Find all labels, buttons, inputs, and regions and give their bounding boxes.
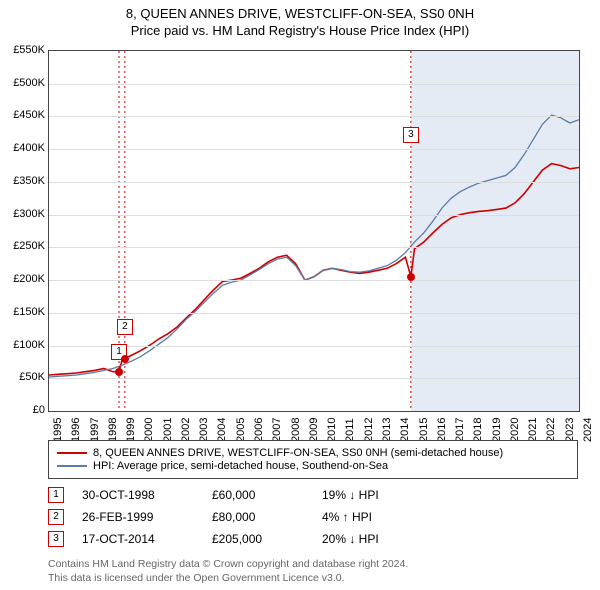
y-tick-label: £550K bbox=[5, 44, 45, 56]
chart-title: 8, QUEEN ANNES DRIVE, WESTCLIFF-ON-SEA, … bbox=[0, 0, 600, 21]
event-row-delta: 20% ↓ HPI bbox=[322, 532, 442, 546]
x-tick-label: 2022 bbox=[545, 418, 557, 442]
event-dot bbox=[115, 368, 123, 376]
gridline-h bbox=[49, 280, 579, 281]
x-tick-label: 2002 bbox=[180, 418, 192, 442]
event-row-date: 30-OCT-1998 bbox=[82, 488, 212, 502]
event-row: 3 17-OCT-2014£205,00020% ↓ HPI bbox=[48, 528, 442, 550]
series-hpi bbox=[49, 115, 579, 377]
legend-row: HPI: Average price, semi-detached house,… bbox=[57, 460, 569, 472]
x-tick-label: 1998 bbox=[107, 418, 119, 442]
x-tick-label: 2008 bbox=[290, 418, 302, 442]
x-tick-label: 2020 bbox=[509, 418, 521, 442]
gridline-h bbox=[49, 378, 579, 379]
gridline-h bbox=[49, 182, 579, 183]
legend-swatch bbox=[57, 465, 87, 467]
x-tick-label: 1995 bbox=[52, 418, 64, 442]
y-tick-label: £100K bbox=[5, 339, 45, 351]
footer-line1: Contains HM Land Registry data © Crown c… bbox=[48, 558, 408, 570]
x-tick-label: 2024 bbox=[582, 418, 594, 442]
y-tick-label: £200K bbox=[5, 273, 45, 285]
gridline-h bbox=[49, 215, 579, 216]
x-tick-label: 2001 bbox=[162, 418, 174, 442]
x-tick-label: 2000 bbox=[143, 418, 155, 442]
x-tick-label: 2009 bbox=[308, 418, 320, 442]
events-table: 1 30-OCT-1998£60,00019% ↓ HPI 2 26-FEB-1999… bbox=[48, 484, 442, 550]
y-tick-label: £400K bbox=[5, 142, 45, 154]
event-row: 2 26-FEB-1999£80,0004% ↑ HPI bbox=[48, 506, 442, 528]
x-tick-label: 2018 bbox=[472, 418, 484, 442]
event-dot bbox=[121, 355, 129, 363]
x-tick-label: 2017 bbox=[454, 418, 466, 442]
gridline-h bbox=[49, 149, 579, 150]
gridline-h bbox=[49, 313, 579, 314]
event-marker-box: 2 bbox=[117, 319, 133, 335]
y-tick-label: £350K bbox=[5, 175, 45, 187]
y-tick-label: £150K bbox=[5, 306, 45, 318]
gridline-h bbox=[49, 247, 579, 248]
y-tick-label: £250K bbox=[5, 240, 45, 252]
event-row-price: £80,000 bbox=[212, 510, 322, 524]
y-tick-label: £50K bbox=[5, 371, 45, 383]
event-row: 1 30-OCT-1998£60,00019% ↓ HPI bbox=[48, 484, 442, 506]
event-row-marker: 1 bbox=[48, 487, 64, 503]
gridline-h bbox=[49, 84, 579, 85]
x-tick-label: 2007 bbox=[271, 418, 283, 442]
event-row-price: £205,000 bbox=[212, 532, 322, 546]
event-row-date: 26-FEB-1999 bbox=[82, 510, 212, 524]
event-row-price: £60,000 bbox=[212, 488, 322, 502]
legend-label: HPI: Average price, semi-detached house,… bbox=[93, 460, 388, 472]
x-tick-label: 2005 bbox=[235, 418, 247, 442]
x-tick-label: 2006 bbox=[253, 418, 265, 442]
gridline-h bbox=[49, 116, 579, 117]
y-tick-label: £0 bbox=[5, 404, 45, 416]
x-tick-label: 2019 bbox=[491, 418, 503, 442]
chart-plot-area: 123 bbox=[48, 50, 580, 412]
x-tick-label: 2023 bbox=[564, 418, 576, 442]
x-tick-label: 2004 bbox=[216, 418, 228, 442]
x-tick-label: 2013 bbox=[381, 418, 393, 442]
x-tick-label: 1997 bbox=[89, 418, 101, 442]
footer-line2: This data is licensed under the Open Gov… bbox=[48, 572, 345, 584]
event-row-date: 17-OCT-2014 bbox=[82, 532, 212, 546]
event-dot bbox=[407, 273, 415, 281]
x-tick-label: 1996 bbox=[70, 418, 82, 442]
x-tick-label: 1999 bbox=[125, 418, 137, 442]
x-tick-label: 2011 bbox=[344, 418, 356, 442]
legend-box: 8, QUEEN ANNES DRIVE, WESTCLIFF-ON-SEA, … bbox=[48, 440, 578, 479]
x-tick-label: 2021 bbox=[527, 418, 539, 442]
event-row-delta: 19% ↓ HPI bbox=[322, 488, 442, 502]
y-tick-label: £300K bbox=[5, 208, 45, 220]
event-marker-box: 3 bbox=[403, 127, 419, 143]
footer-attribution: Contains HM Land Registry data © Crown c… bbox=[48, 557, 408, 585]
x-tick-label: 2010 bbox=[326, 418, 338, 442]
y-tick-label: £450K bbox=[5, 109, 45, 121]
event-row-marker: 2 bbox=[48, 509, 64, 525]
y-tick-label: £500K bbox=[5, 77, 45, 89]
chart-subtitle: Price paid vs. HM Land Registry's House … bbox=[0, 21, 600, 38]
event-row-delta: 4% ↑ HPI bbox=[322, 510, 442, 524]
series-property bbox=[49, 164, 579, 375]
x-tick-label: 2014 bbox=[399, 418, 411, 442]
legend-swatch bbox=[57, 452, 87, 454]
x-tick-label: 2015 bbox=[418, 418, 430, 442]
gridline-h bbox=[49, 346, 579, 347]
legend-label: 8, QUEEN ANNES DRIVE, WESTCLIFF-ON-SEA, … bbox=[93, 447, 503, 459]
x-tick-label: 2003 bbox=[198, 418, 210, 442]
x-tick-label: 2012 bbox=[363, 418, 375, 442]
x-tick-label: 2016 bbox=[436, 418, 448, 442]
event-row-marker: 3 bbox=[48, 531, 64, 547]
legend-row: 8, QUEEN ANNES DRIVE, WESTCLIFF-ON-SEA, … bbox=[57, 447, 569, 459]
